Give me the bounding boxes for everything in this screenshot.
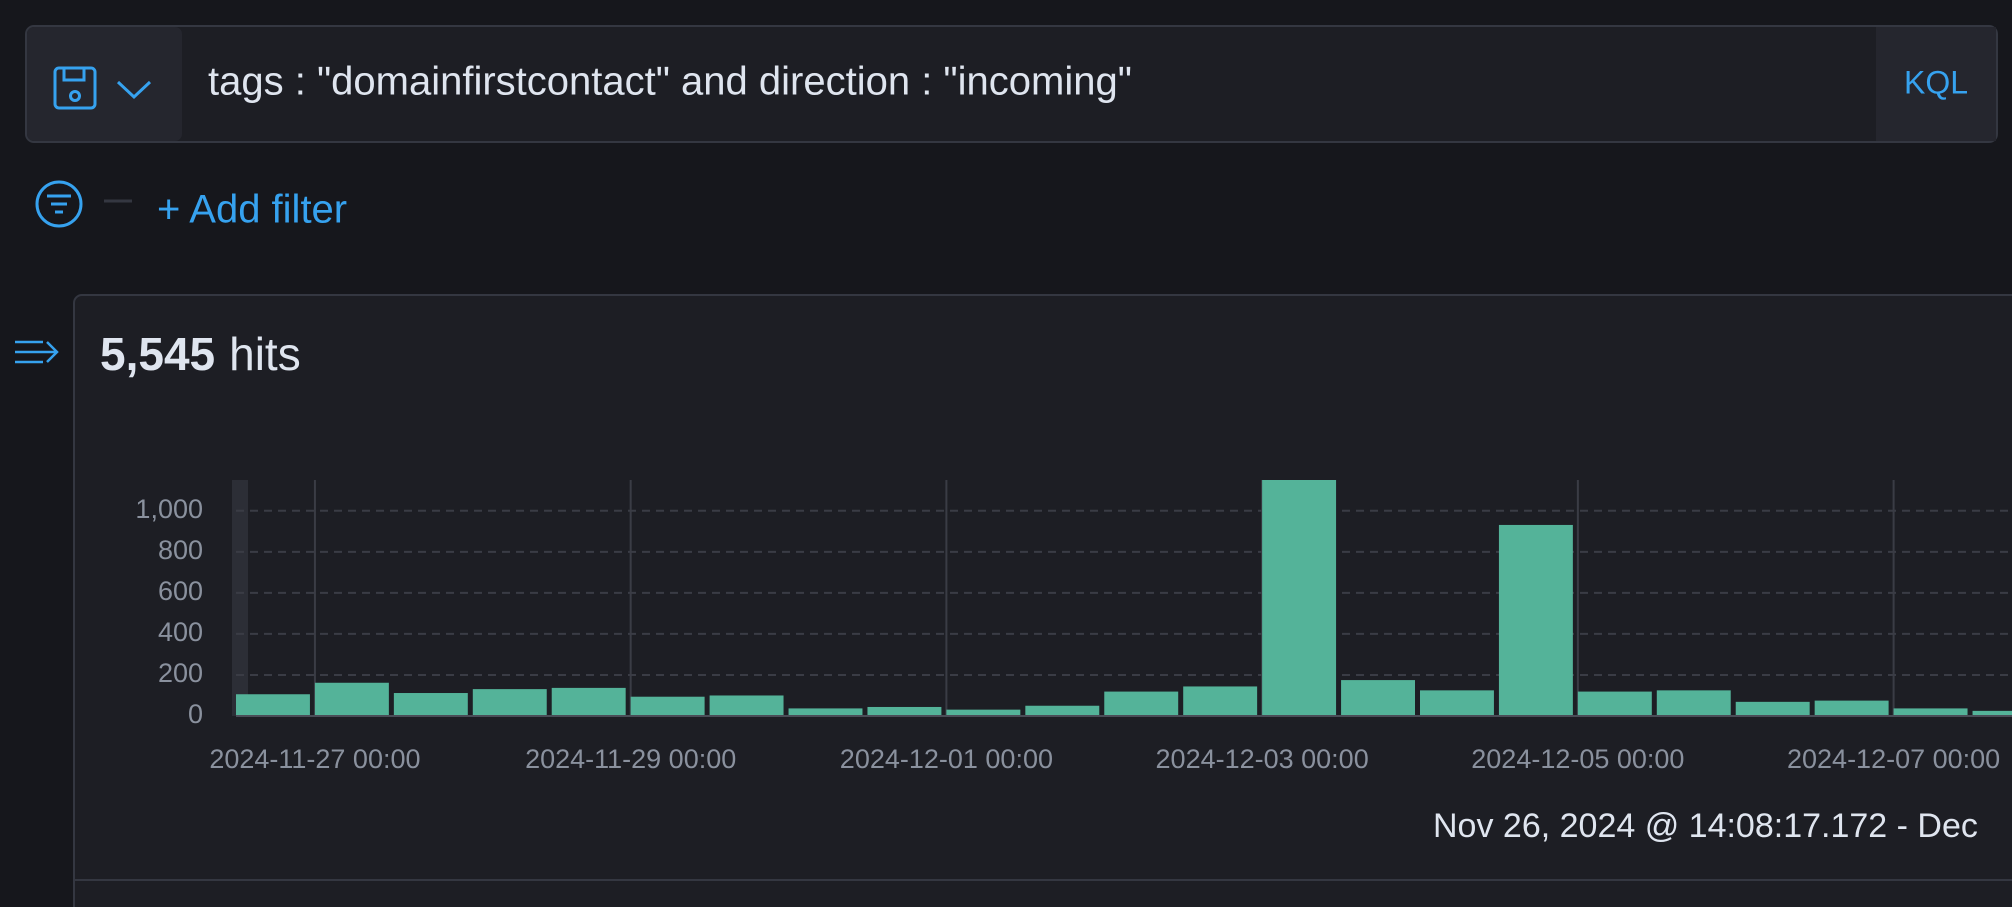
bar xyxy=(551,687,626,716)
brush-edge xyxy=(232,480,248,716)
bar xyxy=(1656,690,1731,716)
hits-count: 5,545 hits xyxy=(100,328,301,380)
x-tick-label: 2024-12-03 00:00 xyxy=(1156,744,1369,774)
hits-label: hits xyxy=(229,328,301,380)
y-tick-label: 800 xyxy=(158,535,203,565)
bar xyxy=(946,709,1021,716)
query-text[interactable]: tags : "domainfirstcontact" and directio… xyxy=(208,60,1132,104)
bar xyxy=(1893,708,1968,716)
time-range: Nov 26, 2024 @ 14:08:17.172 - Dec xyxy=(1433,807,1978,845)
bar xyxy=(1814,700,1889,716)
x-tick-label: 2024-12-05 00:00 xyxy=(1471,744,1684,774)
bar xyxy=(314,682,389,716)
toggle-sidebar-icon[interactable] xyxy=(15,340,59,364)
bar xyxy=(1262,480,1337,716)
save-icon xyxy=(53,66,97,110)
bar xyxy=(1972,710,2012,716)
bar xyxy=(709,695,784,716)
hits-number: 5,545 xyxy=(100,328,215,380)
bar xyxy=(1735,701,1810,716)
chevron-icon xyxy=(116,80,152,100)
bar xyxy=(472,689,547,716)
x-tick-label: 2024-11-27 00:00 xyxy=(209,744,420,774)
bar xyxy=(1341,680,1415,716)
bar xyxy=(630,696,705,716)
results-panel xyxy=(73,294,2012,907)
query-bar xyxy=(25,25,1998,143)
language-button[interactable] xyxy=(1876,27,1996,141)
add-filter[interactable]: + Add filter xyxy=(157,188,347,232)
bar xyxy=(1577,691,1652,716)
language-label[interactable]: KQL xyxy=(1904,64,1968,100)
y-tick-label: 0 xyxy=(188,699,203,729)
x-tick-label: 2024-12-07 00:00 xyxy=(1787,744,2000,774)
saved-query-button[interactable] xyxy=(27,27,182,141)
y-tick-label: 600 xyxy=(158,576,203,606)
bar xyxy=(393,693,468,716)
x-tick-label: 2024-12-01 00:00 xyxy=(840,744,1053,774)
histogram: 0 200 400 600 800 1,000 2024-11-27 00:00 2024-1… xyxy=(135,480,2012,774)
bar xyxy=(236,694,310,716)
bar xyxy=(1183,686,1258,716)
bar xyxy=(1025,705,1100,716)
bar xyxy=(788,708,863,716)
x-tick-label: 2024-11-29 00:00 xyxy=(525,744,736,774)
bar xyxy=(1104,691,1179,716)
filter-icon[interactable] xyxy=(35,180,83,228)
y-tick-label: 200 xyxy=(158,658,203,688)
bar xyxy=(1498,524,1573,716)
y-tick-label: 1,000 xyxy=(135,494,203,524)
bar xyxy=(867,706,942,716)
bar xyxy=(1420,690,1494,716)
y-tick-label: 400 xyxy=(158,617,203,647)
